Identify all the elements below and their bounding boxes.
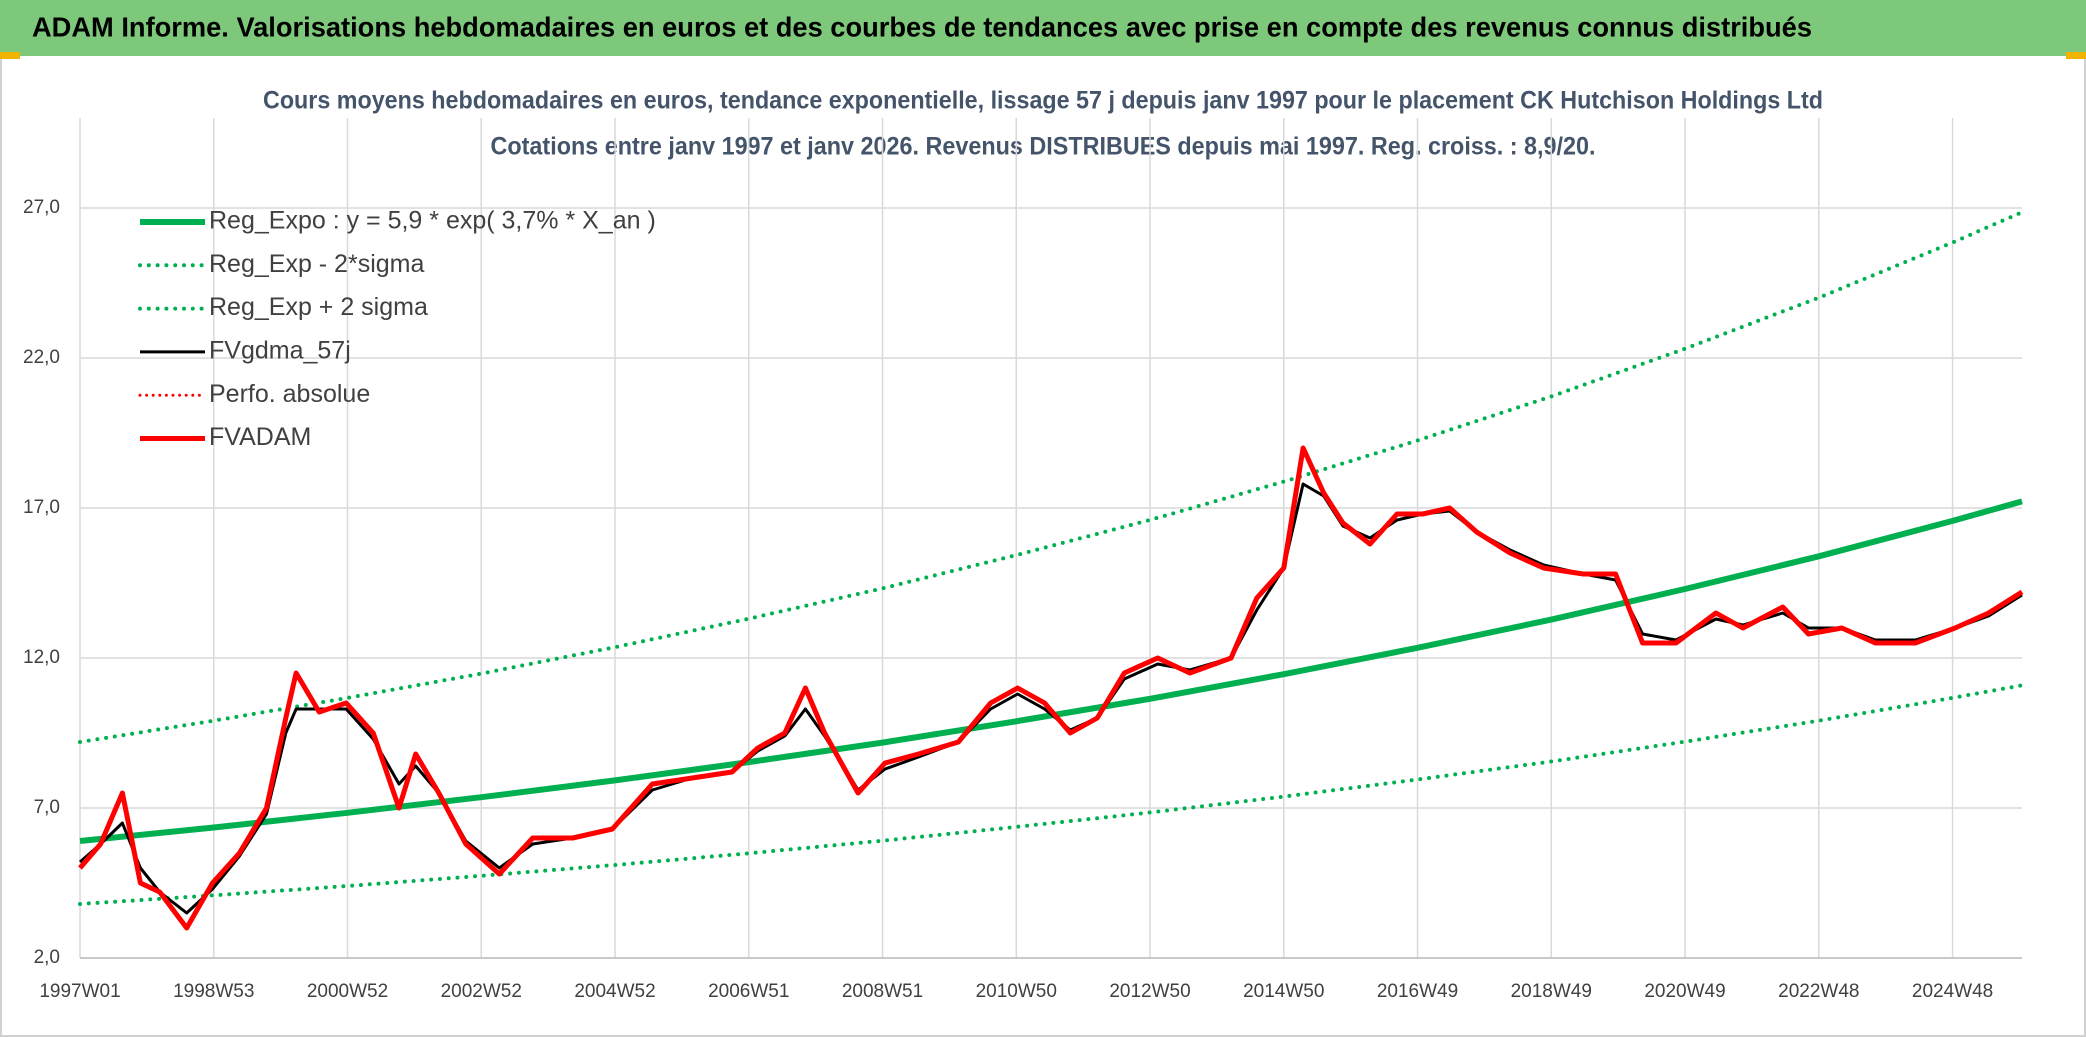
- chart-subtitle: Cotations entre janv 1997 et janv 2026. …: [491, 133, 1596, 161]
- x-tick-label: 2006W51: [708, 981, 789, 1002]
- legend-label: Reg_Expo : y = 5,9 * exp( 3,7% * X_an ): [209, 207, 656, 235]
- y-tick-label: 7,0: [34, 797, 60, 818]
- plot-area: 2,0 7,0 12,0 17,0 22,0 27,0 1997W01 1998W53 2000…: [23, 118, 2024, 1002]
- header-bar: [0, 0, 2086, 56]
- x-tick-label: 2014W50: [1243, 981, 1324, 1002]
- x-tick-label: 1998W53: [173, 981, 254, 1002]
- x-tick-label: 2004W52: [574, 981, 655, 1002]
- x-tick-label: 2018W49: [1511, 981, 1592, 1002]
- corner-mark: [0, 52, 20, 59]
- legend-label: FVgdma_57j: [209, 337, 351, 365]
- corner-mark: [2066, 52, 2086, 59]
- series-line: [78, 445, 2024, 931]
- x-tick-label: 2012W50: [1109, 981, 1190, 1002]
- series-line: [78, 683, 2024, 906]
- x-tick-label: 2010W50: [976, 981, 1057, 1002]
- legend-label: FVADAM: [209, 423, 311, 451]
- x-tick-label: 2002W52: [441, 981, 522, 1002]
- series-line: [79, 498, 2023, 844]
- header-title: ADAM Informe. Valorisations hebdomadaire…: [32, 11, 1812, 42]
- chart-title: Cours moyens hebdomadaires en euros, ten…: [263, 87, 1823, 115]
- x-tick-label: 2016W49: [1377, 981, 1458, 1002]
- legend-label: Reg_Exp + 2 sigma: [209, 293, 428, 321]
- x-tick-label: 1997W01: [39, 981, 120, 1002]
- x-tick-label: 2000W52: [307, 981, 388, 1002]
- x-tick-label: 2008W51: [842, 981, 923, 1002]
- y-tick-label: 22,0: [23, 347, 60, 368]
- y-tick-label: 17,0: [23, 497, 60, 518]
- legend-label: Reg_Exp - 2*sigma: [209, 250, 424, 278]
- y-tick-label: 2,0: [34, 947, 60, 968]
- y-tick-label: 12,0: [23, 647, 60, 668]
- legend-label: Perfo. absolue: [209, 380, 370, 408]
- x-tick-label: 2022W48: [1778, 981, 1859, 1002]
- x-tick-label: 2020W49: [1644, 981, 1725, 1002]
- x-tick-label: 2024W48: [1912, 981, 1993, 1002]
- y-tick-label: 27,0: [23, 197, 60, 218]
